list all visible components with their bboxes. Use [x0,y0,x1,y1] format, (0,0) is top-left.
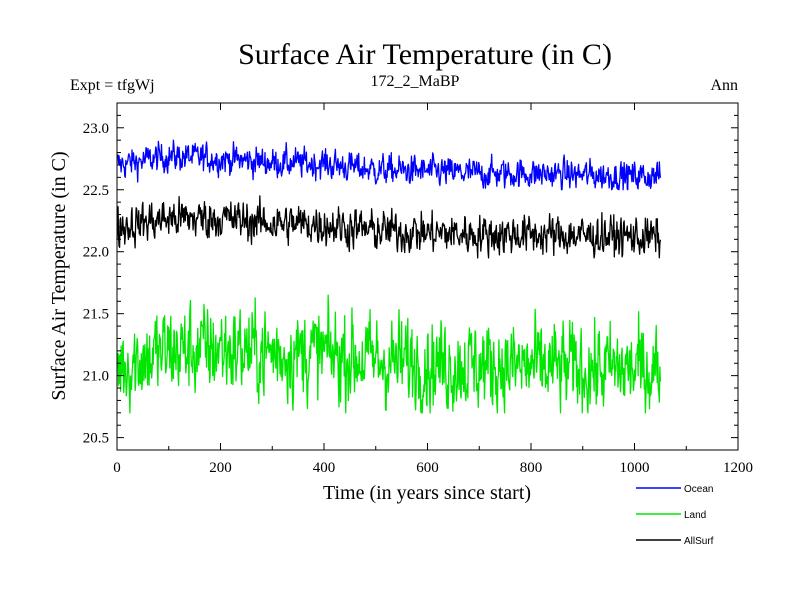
y-tick-label: 20.5 [83,431,109,447]
subtitle-right: Ann [710,77,738,94]
series-line-allsurf [116,195,662,259]
y-tick-label: 22.0 [83,245,109,261]
x-tick-label: 600 [416,460,439,476]
series-line-land [116,294,662,414]
series-layer [116,139,662,414]
y-axis: 20.5 21.0 21.5 22.0 22.5 23.0 [83,114,738,447]
x-axis-label: Time (in years since start) [323,482,531,504]
chart-title: Surface Air Temperature (in C) [238,38,612,71]
series-line-ocean [116,139,662,191]
y-tick-label: 21.0 [83,369,109,385]
legend-label-ocean: Ocean [684,484,713,495]
x-tick-label: 0 [113,460,121,476]
y-tick-label: 21.5 [83,307,109,323]
legend-label-allsurf: AllSurf [684,536,714,547]
subtitle-left: Expt = tfgWj [70,77,155,94]
y-axis-label: Surface Air Temperature (in C) [48,151,70,400]
x-tick-label: 400 [313,460,336,476]
x-tick-label: 1200 [723,460,753,476]
x-tick-label: 200 [209,460,232,476]
legend: Ocean Land AllSurf [636,484,714,547]
x-axis: 0 200 400 600 800 1000 1200 [113,103,753,476]
y-tick-label: 23.0 [83,121,109,137]
legend-label-land: Land [684,510,706,521]
subtitle-center: 172_2_MaBP [371,73,460,90]
y-tick-label: 22.5 [83,183,109,199]
x-tick-label: 1000 [620,460,650,476]
x-tick-label: 800 [520,460,543,476]
